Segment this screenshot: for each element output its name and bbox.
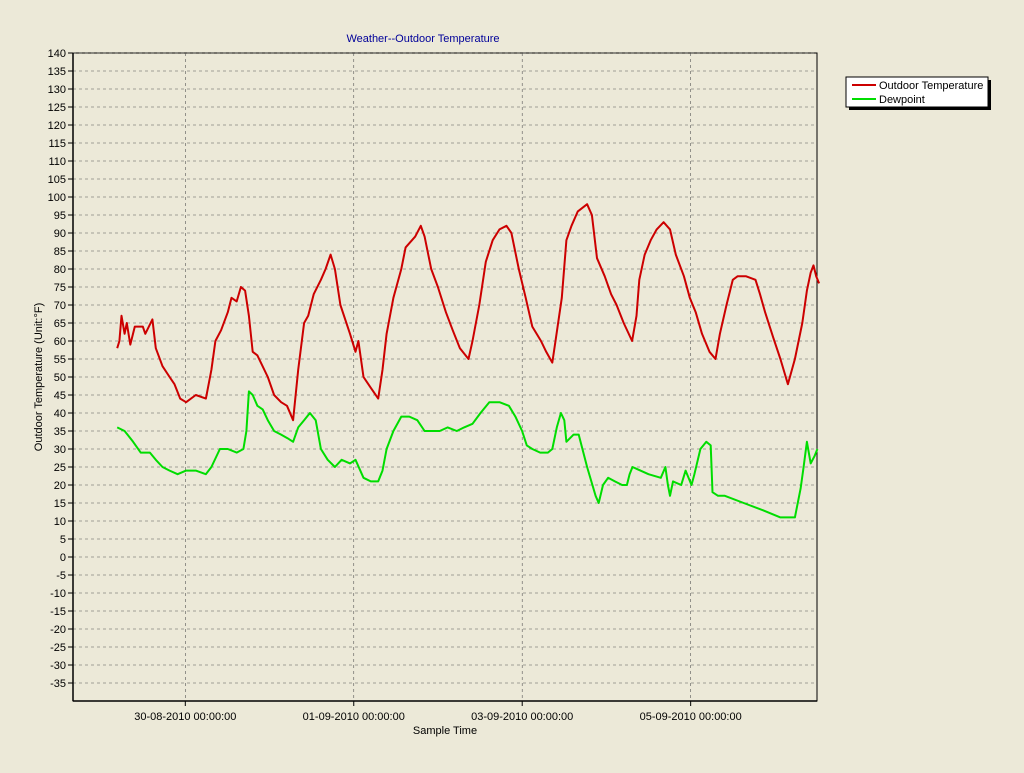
x-tick-label: 05-09-2010 00:00:00 [640,711,742,723]
y-axis: 1401351301251201151101051009590858075706… [48,48,73,690]
y-tick-label: 15 [54,498,66,510]
x-tick-label: 30-08-2010 00:00:00 [134,711,236,723]
y-tick-label: 55 [54,354,66,366]
y-tick-label: 115 [48,138,66,150]
y-tick-label: -35 [50,678,66,690]
y-tick-label: 95 [54,210,66,222]
y-tick-label: 120 [48,120,66,132]
y-tick-label: 25 [54,462,66,474]
y-tick-label: 5 [60,534,66,546]
x-axis: 30-08-2010 00:00:00 01-09-2010 00:00:00 03… [134,701,742,723]
y-tick-label: 30 [54,444,66,456]
legend-label-outdoor-temperature: Outdoor Temperature [879,80,983,92]
x-tick-label: 03-09-2010 00:00:00 [471,711,573,723]
y-tick-label: 90 [54,228,66,240]
series-line-dewpoint [116,390,819,519]
y-tick-label: 105 [48,174,66,186]
y-tick-label: -25 [50,642,66,654]
y-tick-label: 80 [54,264,66,276]
y-tick-label: -15 [50,606,66,618]
y-tick-label: 50 [54,372,66,384]
y-tick-label: 35 [54,426,66,438]
y-axis-label: Outdoor Temperature (Unit:°F) [33,303,45,451]
y-tick-label: -20 [50,624,66,636]
legend-box [845,76,989,108]
y-tick-label: 65 [54,318,66,330]
y-tick-label: 75 [54,282,66,294]
legend: Outdoor Temperature Dewpoint [845,76,991,110]
y-tick-label: 20 [54,480,66,492]
x-axis-label: Sample Time [413,725,477,737]
y-tick-label: 125 [48,102,66,114]
series-layer [116,203,821,519]
x-gridlines [185,53,691,701]
y-tick-label: 45 [54,390,66,402]
series-line-outdoor-temperature [116,203,821,422]
y-tick-label: 135 [48,66,66,78]
x-tick-label: 01-09-2010 00:00:00 [303,711,405,723]
y-tick-label: 60 [54,336,66,348]
y-tick-label: 130 [48,84,66,96]
y-tick-label: 100 [48,192,66,204]
y-tick-label: 140 [48,48,66,60]
y-tick-label: 0 [60,552,66,564]
y-tick-label: -10 [50,588,66,600]
y-tick-label: 110 [48,156,66,168]
y-tick-label: 40 [54,408,66,420]
chart-title: Weather--Outdoor Temperature [346,33,499,45]
y-tick-label: 10 [54,516,66,528]
legend-label-dewpoint: Dewpoint [879,94,925,106]
y-tick-label: 70 [54,300,66,312]
y-tick-label: 85 [54,246,66,258]
y-tick-label: -30 [50,660,66,672]
y-gridlines [73,52,817,684]
y-tick-label: -5 [56,570,66,582]
